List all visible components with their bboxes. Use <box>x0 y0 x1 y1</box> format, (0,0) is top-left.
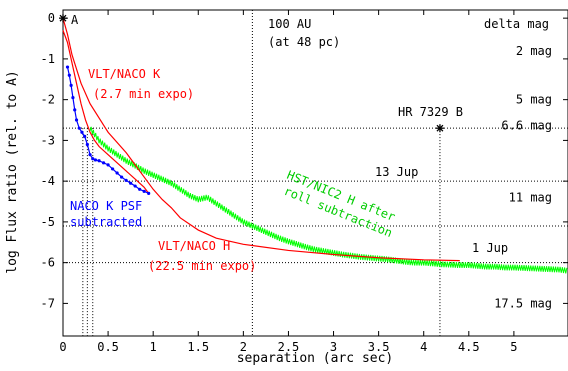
star-ray <box>436 124 444 132</box>
psf-data-point <box>120 175 124 179</box>
y-tick-label: -2 <box>41 93 55 107</box>
naco-h-expo-label: (22.5 min expo) <box>148 259 256 273</box>
x-tick-label: 2 <box>240 340 247 354</box>
y-tick-label: -7 <box>41 296 55 310</box>
y-tick-label: 0 <box>48 11 55 25</box>
x-tick-label: 1.5 <box>187 340 209 354</box>
psf-data-point <box>138 187 142 191</box>
y-tick-label: -4 <box>41 174 55 188</box>
psf-data-point <box>97 159 101 163</box>
psf-data-point <box>124 178 128 182</box>
psf-data-point <box>106 163 110 167</box>
x-tick-label: 5 <box>510 340 517 354</box>
y-tick-label: -3 <box>41 133 55 147</box>
psf-data-point <box>65 65 70 69</box>
psf-data-point <box>69 83 73 87</box>
psf-data-point <box>110 167 115 171</box>
psf-data-point <box>88 153 92 157</box>
psf-data-point <box>115 171 119 175</box>
axis-ticks: 0 0.5 1 1.5 2 2.5 3 3.5 4 4.5 5 0 -1 -2 -3 -4 -5 -6 -7 <box>41 10 568 354</box>
plot-frame <box>62 9 568 337</box>
dotted-reference-lines <box>63 10 568 336</box>
delta-mag-label: 17.5 mag <box>494 296 552 310</box>
series-line-4 <box>62 17 460 262</box>
psf-data-point <box>101 161 106 165</box>
psf-subtracted-label-2: subtracted <box>70 215 142 229</box>
psf-data-point <box>83 134 87 138</box>
delta-mag-label: 11 mag <box>509 190 552 204</box>
psf-data-point <box>80 130 84 134</box>
y-tick-label: -6 <box>41 256 55 270</box>
psf-data-point <box>71 96 75 100</box>
psf-data-point <box>73 108 77 112</box>
star-marker <box>59 14 67 23</box>
jup1-label: 1 Jup <box>472 241 508 255</box>
naco-k-expo-label: (2.7 min expo) <box>93 87 194 101</box>
psf-subtracted-label: NACO K PSF <box>70 199 142 213</box>
x-tick-label: 2.5 <box>278 340 300 354</box>
x-tick-label: 0 <box>59 340 66 354</box>
psf-data-point <box>74 118 79 122</box>
star-ray <box>59 14 67 22</box>
top-100au-label: 100 AU <box>268 17 311 31</box>
delta-mag-label: 5 mag <box>516 93 552 107</box>
x-axis-label: separation (arc sec) <box>237 351 394 366</box>
naco-k-label: VLT/NACO K <box>88 67 161 81</box>
psf-data-point <box>142 189 146 193</box>
delta-mag-label: 6.6 mag <box>501 119 552 133</box>
top-48pc-label: (at 48 pc) <box>268 35 340 49</box>
y-axis-label: log Flux ratio (rel. to A) <box>5 70 20 274</box>
jup13-label: 13 Jup <box>375 165 418 179</box>
psf-data-point <box>77 126 81 130</box>
x-tick-label: 3 <box>330 340 337 354</box>
psf-data-point <box>85 142 89 147</box>
x-tick-label: 3.5 <box>368 340 390 354</box>
psf-data-point <box>147 191 151 195</box>
x-tick-label: 4.5 <box>458 340 480 354</box>
series-line-3 <box>89 126 568 274</box>
naco-h-label: VLT/NACO H <box>158 239 230 253</box>
psf-data-point <box>93 158 98 162</box>
y-tick-label: -1 <box>41 52 55 66</box>
psf-data-point <box>129 181 133 185</box>
x-tick-label: 1 <box>150 340 157 354</box>
series-line-2 <box>66 66 149 194</box>
x-tick-label: 4 <box>420 340 427 354</box>
psf-data-point <box>91 157 95 161</box>
data-series <box>62 17 568 274</box>
delta-mag-label: 2 mag <box>516 44 552 58</box>
psf-data-point <box>67 73 71 77</box>
star-marker <box>435 124 444 133</box>
series-line-1 <box>62 30 150 194</box>
y-tick-label: -5 <box>41 215 55 229</box>
data-points: 2 mag 5 mag 6.6 mag 11 mag 17.5 mag <box>59 14 552 310</box>
psf-data-point <box>133 184 137 188</box>
delta-mag-header: delta mag <box>484 17 549 31</box>
point-a-label: A <box>71 13 79 27</box>
x-tick-label: 0.5 <box>97 340 119 354</box>
hr7329b-label: HR 7329 B <box>398 105 463 119</box>
